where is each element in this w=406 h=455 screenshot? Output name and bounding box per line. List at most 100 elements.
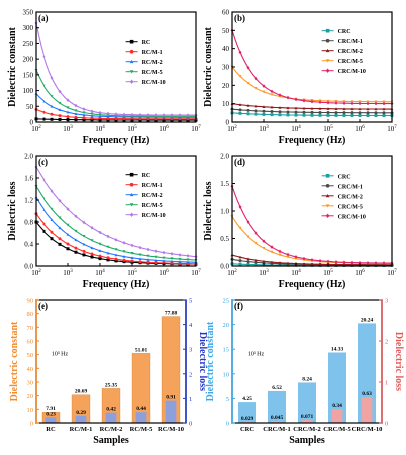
x-tick-base: 10 (355, 125, 363, 133)
y-tick-label: 15 (223, 347, 230, 354)
data-point-CRC/M-1 (310, 110, 314, 114)
y-axis-label: Dielectric loss (203, 181, 214, 240)
x-tick-base: 10 (63, 269, 71, 277)
data-point-RC/M-1 (122, 258, 126, 262)
data-point-CRC/M-10 (366, 101, 370, 106)
legend-marker (129, 172, 134, 177)
data-point-RC/M-5 (98, 242, 102, 246)
category-label: RC/M-5 (130, 426, 153, 433)
bar-value-label: 0.63 (362, 391, 372, 397)
x-tick-exp: 5 (134, 125, 137, 130)
category-label: CRC/M-5 (323, 426, 351, 433)
y-tick-label: 20 (27, 393, 34, 400)
data-point-CRC/M-2 (326, 107, 330, 110)
legend-label: CRC/M-5 (338, 59, 363, 65)
legend-label: RC (142, 40, 151, 46)
y-tick-label: 40 (222, 45, 230, 53)
data-point-CRC/M-5 (262, 90, 266, 94)
data-point-CRC/M-10 (374, 261, 378, 265)
data-point-RC (50, 117, 54, 121)
data-point-RC (58, 117, 62, 121)
data-point-RC/M-5 (58, 101, 62, 105)
panel-label: (a) (38, 13, 49, 23)
x-tick-exp: 4 (102, 125, 105, 130)
legend-marker (325, 174, 330, 178)
x-tick-base: 10 (191, 125, 199, 133)
bar-value-label: 51.01 (135, 347, 148, 353)
x-tick-label: 106 (355, 269, 365, 277)
data-point-RC/M-10 (138, 245, 142, 250)
data-point-CRC/M-2 (278, 261, 282, 264)
x-tick-base: 10 (227, 269, 235, 277)
data-point-CRC/M-1 (254, 260, 258, 264)
data-point-CRC/M-10 (350, 260, 354, 265)
data-point-RC/M-2 (106, 251, 110, 255)
panel-f: 4.25 0.029 CRC 6.52 0.045 CRC/M-1 8.24 0.071 CRC… (205, 298, 404, 447)
data-point-RC/M-5 (170, 257, 174, 261)
data-point-CRC (334, 113, 338, 117)
data-point-RC (74, 118, 78, 122)
x-tick-base: 10 (159, 269, 167, 277)
data-point-RC/M-2 (66, 233, 70, 236)
data-point-CRC (246, 262, 250, 266)
x-tick-label: 105 (127, 125, 137, 133)
data-point-CRC/M-1 (246, 260, 250, 264)
y-tick-label: 1.5 (220, 180, 229, 188)
bar-value-label: 6.52 (272, 385, 282, 391)
bar-value-label: 20.24 (361, 317, 374, 323)
data-point-RC/M-2 (74, 238, 78, 242)
data-point-RC/M-2 (58, 226, 62, 230)
data-point-RC/M-5 (154, 255, 158, 259)
y-tick-label: 50 (26, 103, 34, 111)
x-tick-label: 106 (355, 125, 365, 133)
data-point-RC/M-10 (82, 220, 86, 225)
x-tick-base: 10 (95, 269, 103, 277)
data-point-CRC/M-1 (382, 111, 386, 115)
data-point-RC/M-10 (186, 113, 190, 117)
data-point-RC/M-5 (50, 95, 54, 98)
x-tick-exp: 4 (298, 125, 301, 130)
legend-label: CRC/M-10 (338, 69, 366, 75)
data-point-RC/M-5 (106, 114, 110, 117)
y-tick-label: 0 (30, 119, 34, 127)
data-point-CRC/M-10 (294, 255, 298, 259)
data-point-RC/M-5 (130, 252, 134, 255)
data-point-CRC/M-1 (246, 108, 250, 112)
category-label: RC/M-1 (70, 426, 93, 433)
data-point-CRC/M-10 (366, 261, 370, 265)
data-point-RC/M-10 (114, 238, 118, 242)
data-point-RC/M-2 (162, 259, 166, 263)
category-label: CRC/M-1 (263, 426, 290, 433)
data-point-CRC/M-10 (262, 84, 266, 88)
data-point-RC/M-1 (154, 261, 158, 265)
data-point-RC/M-10 (42, 178, 46, 182)
data-point-CRC/M-10 (294, 97, 298, 102)
y-tick-label: 80 (27, 311, 34, 318)
bar-value-label: 0.071 (301, 414, 314, 420)
legend-label: RC/M-5 (142, 70, 163, 76)
data-point-RC (50, 237, 54, 241)
x-tick-exp: 5 (134, 269, 137, 274)
data-point-CRC/M-1 (238, 108, 242, 112)
x-tick-base: 10 (291, 125, 299, 133)
category-label: CRC/M-10 (352, 426, 383, 433)
data-point-RC (58, 242, 62, 246)
data-point-CRC/M-5 (254, 86, 258, 90)
data-point-CRC/M-2 (246, 104, 250, 107)
y-tick-label: 0 (30, 421, 33, 428)
series-line-CRC/M-10 (231, 186, 392, 264)
y-tick-label: 0 (226, 119, 230, 127)
x-tick-base: 10 (31, 125, 39, 133)
plot-frame (35, 11, 197, 123)
x-tick-label: 103 (259, 125, 269, 133)
data-point-CRC (270, 263, 274, 267)
data-point-CRC/M-5 (270, 250, 274, 254)
legend-marker (129, 212, 134, 217)
data-point-CRC/M-1 (286, 110, 290, 114)
data-point-RC/M-1 (50, 112, 54, 116)
x-tick-base: 10 (355, 269, 363, 277)
data-point-RC/M-1 (50, 230, 54, 234)
x-tick-label: 104 (291, 269, 301, 277)
data-point-CRC/M-1 (366, 111, 370, 115)
y-tick-label: 50 (222, 27, 230, 35)
